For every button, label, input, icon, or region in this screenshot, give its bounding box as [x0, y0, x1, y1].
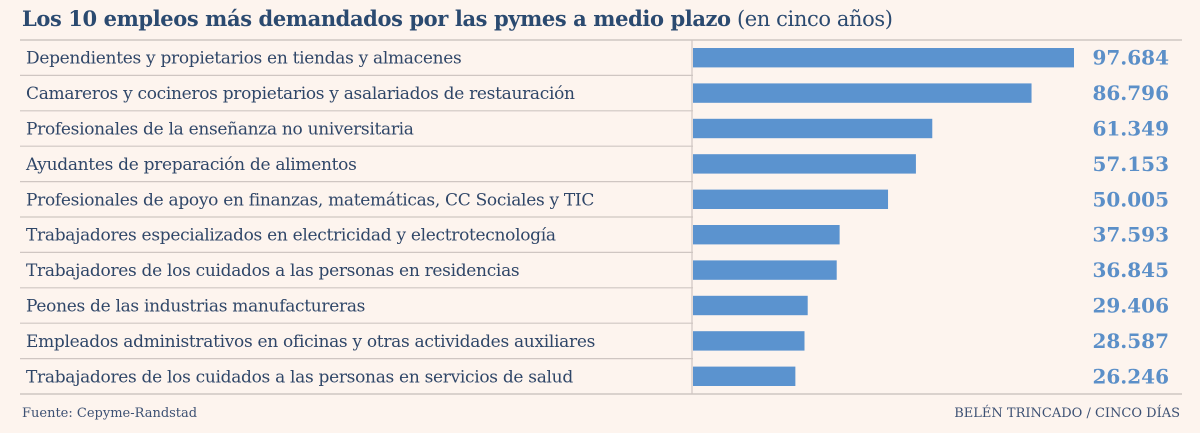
bar	[693, 260, 837, 280]
value-label: 29.406	[1092, 294, 1169, 318]
value-label: 50.005	[1092, 187, 1169, 211]
category-label: Empleados administrativos en oficinas y …	[26, 332, 595, 352]
bar	[693, 225, 840, 245]
bar	[693, 366, 796, 386]
credit-note: BELÉN TRINCADO / CINCO DÍAS	[954, 406, 1180, 421]
category-label: Trabajadores especializados en electrici…	[26, 226, 556, 246]
bar	[693, 118, 933, 139]
category-label: Camareros y cocineros propietarios y asa…	[26, 84, 575, 104]
source-note: Fuente: Cepyme-Randstad	[22, 406, 198, 421]
category-label: Profesionales de la enseñanza no univers…	[26, 120, 414, 140]
value-label: 57.153	[1092, 152, 1169, 176]
bar	[693, 154, 916, 174]
title-sub: (en cinco años)	[736, 7, 893, 31]
value-label: 28.587	[1092, 329, 1169, 353]
title-main: Los 10 empleos más demandados por las py…	[22, 6, 731, 31]
category-label: Trabajadores de los cuidados a las perso…	[26, 367, 573, 387]
bar	[693, 295, 808, 316]
bar	[693, 48, 1074, 68]
category-label: Dependientes y propietarios en tiendas y…	[26, 49, 461, 69]
bar	[693, 83, 1032, 103]
chart-title: Los 10 empleos más demandados por las py…	[22, 6, 893, 31]
value-label: 37.593	[1092, 223, 1169, 247]
value-label: 97.684	[1092, 46, 1169, 70]
bar	[693, 331, 805, 351]
bar	[693, 189, 889, 209]
category-label: Profesionales de apoyo en finanzas, mate…	[26, 190, 594, 210]
value-label: 86.796	[1092, 81, 1169, 105]
value-label: 36.845	[1092, 258, 1169, 282]
category-label: Trabajadores de los cuidados a las perso…	[26, 261, 519, 281]
category-label: Peones de las industrias manufactureras	[26, 297, 365, 317]
category-label: Ayudantes de preparación de alimentos	[25, 155, 357, 175]
value-label: 26.246	[1092, 364, 1169, 388]
value-label: 61.349	[1092, 117, 1169, 141]
